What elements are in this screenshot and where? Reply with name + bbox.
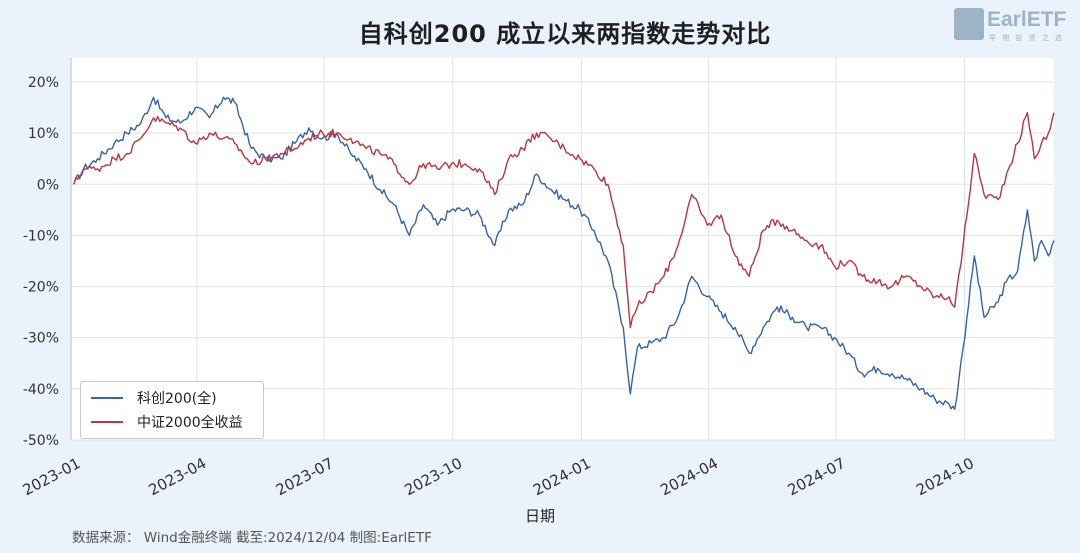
legend-swatch-csi2000 — [91, 421, 123, 423]
x-tick-label: 2024-04 — [657, 454, 721, 499]
series-line-0 — [73, 96, 1055, 410]
y-tick-label: -40% — [23, 382, 59, 398]
y-tick-label: -10% — [23, 228, 59, 244]
x-tick-label: 2023-04 — [145, 454, 209, 499]
y-tick-label: 20% — [28, 75, 59, 91]
logo-mark-icon — [954, 8, 984, 40]
earletf-logo: EarlETF 早 期 投 资 之 选 — [954, 6, 1066, 46]
y-tick-label: -50% — [23, 433, 59, 449]
x-tick-label: 2024-01 — [530, 454, 594, 499]
x-tick-label: 2023-10 — [401, 454, 465, 499]
source-note: 数据来源： Wind金融终端 截至:2024/12/04 制图:EarlETF — [72, 530, 432, 546]
legend-swatch-kc200 — [91, 397, 123, 399]
logo-subtitle: 早 期 投 资 之 选 — [989, 34, 1065, 42]
y-tick-label: 10% — [28, 126, 59, 142]
legend-label-kc200: 科创200(全) — [137, 391, 217, 407]
x-tick-label: 2024-10 — [913, 454, 977, 499]
legend-label-csi2000: 中证2000全收益 — [137, 415, 243, 431]
x-tick-label: 2023-07 — [273, 454, 337, 499]
y-tick-label: -20% — [23, 280, 59, 296]
x-tick-label: 2024-07 — [785, 454, 849, 499]
chart-title: 自科创200 成立以来两指数走势对比 — [358, 20, 772, 48]
x-tick-label: 2023-01 — [20, 454, 84, 499]
y-tick-label: 0% — [37, 177, 59, 193]
legend: 科创200(全) 中证2000全收益 — [80, 381, 264, 439]
series-layer — [73, 96, 1055, 410]
grid-layer — [70, 58, 1054, 441]
series-line-1 — [73, 112, 1055, 329]
logo-text: EarlETF — [987, 8, 1067, 31]
y-tick-label: -30% — [23, 331, 59, 347]
x-axis-label: 日期 — [524, 507, 556, 525]
